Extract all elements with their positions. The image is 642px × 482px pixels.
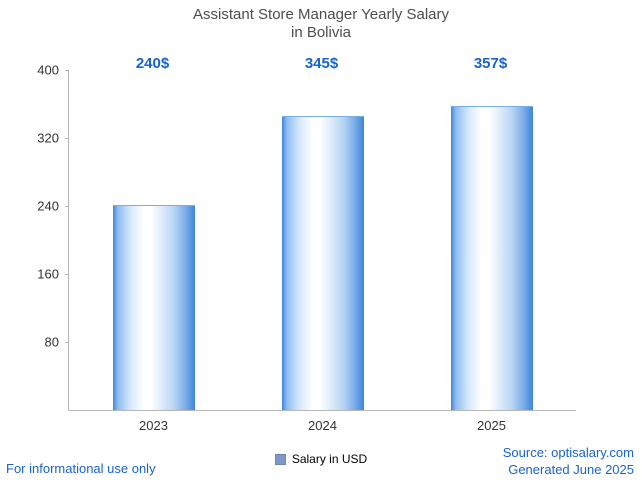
bar-2023 bbox=[112, 205, 195, 410]
chart-title: Assistant Store Manager Yearly Salary in… bbox=[0, 6, 642, 42]
value-label-2024: 345$ bbox=[304, 55, 339, 72]
chart-title-line1: Assistant Store Manager Yearly Salary bbox=[193, 6, 449, 23]
source-link[interactable]: Source: optisalary.com bbox=[502, 445, 634, 460]
y-tick-label: 80 bbox=[44, 334, 59, 350]
value-label-2025: 357$ bbox=[473, 55, 508, 72]
legend-label: Salary in USD bbox=[291, 452, 368, 466]
x-tick-label-2024: 2024 bbox=[308, 418, 337, 433]
plot-area: 80 160 240 320 400 2023 2024 2025 bbox=[37, 63, 576, 433]
y-tick-label: 240 bbox=[37, 198, 59, 214]
y-tick-mark bbox=[65, 205, 69, 207]
legend-swatch-icon bbox=[274, 453, 286, 465]
footer-source-block: Source: optisalary.com Generated June 20… bbox=[503, 444, 634, 478]
value-label-row: 240$ 345$ 357$ bbox=[68, 55, 575, 75]
bar-2024 bbox=[281, 115, 364, 410]
legend: Salary in USD bbox=[0, 452, 642, 466]
footer-disclaimer: For informational use only bbox=[6, 461, 156, 476]
value-label-2023: 240$ bbox=[135, 55, 170, 72]
generated-date: Generated June 2025 bbox=[508, 462, 634, 477]
chart-title-line2: in Bolivia bbox=[290, 24, 352, 41]
y-tick-mark bbox=[65, 341, 69, 343]
x-tick-label-2023: 2023 bbox=[139, 418, 168, 433]
y-tick-label: 400 bbox=[37, 62, 59, 78]
y-tick-mark bbox=[65, 137, 69, 139]
y-tick-mark bbox=[65, 69, 69, 71]
y-tick-label: 320 bbox=[37, 130, 59, 146]
bar-2025 bbox=[450, 105, 533, 410]
x-tick-label-2025: 2025 bbox=[477, 418, 506, 433]
y-tick-mark bbox=[65, 273, 69, 275]
y-tick-label: 160 bbox=[37, 266, 59, 282]
